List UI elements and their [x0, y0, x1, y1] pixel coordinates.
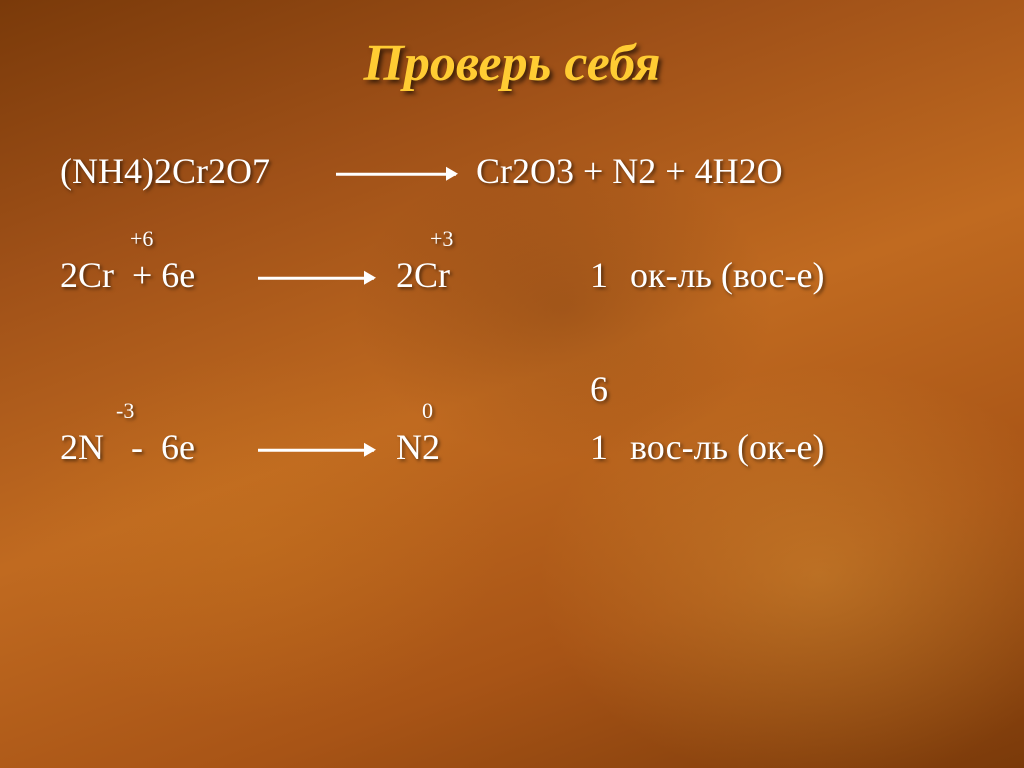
coefficient-row — [60, 328, 964, 388]
arrow-icon — [258, 449, 374, 452]
arrow-icon — [258, 277, 374, 280]
hr2-count: 1 — [590, 426, 608, 468]
arrow-icon — [336, 173, 456, 176]
hr2-right: N2 — [396, 426, 440, 468]
charges-row-2: -3 0 — [60, 398, 964, 426]
eq1-lhs: (NH4)2Cr2O7 — [60, 150, 270, 192]
hr1-left: 2Cr + 6e — [60, 254, 195, 296]
hr2-role: вос-ль (ок-е) — [630, 426, 824, 468]
equation-line: (NH4)2Cr2O7 Cr2O3 + N2 + 4H2O — [60, 150, 964, 198]
charge: +6 — [130, 226, 153, 252]
hr1-count: 1 — [590, 254, 608, 296]
half-reaction-2: 2N - 6e N2 1 вос-ль (ок-е) — [60, 426, 964, 474]
charges-row-1: +6 +3 — [60, 226, 964, 254]
hr2-left: 2N - 6e — [60, 426, 195, 468]
half-reaction-1: 2Cr + 6e 2Cr 1 ок-ль (вос-е) — [60, 254, 964, 302]
slide: Проверь себя (NH4)2Cr2O7 Cr2O3 + N2 + 4H… — [0, 0, 1024, 768]
coefficient-six: 6 — [590, 368, 608, 410]
charge: -3 — [116, 398, 134, 424]
charge: 0 — [422, 398, 433, 424]
charge: +3 — [430, 226, 453, 252]
hr1-role: ок-ль (вос-е) — [630, 254, 824, 296]
slide-title: Проверь себя — [0, 34, 1024, 93]
slide-content: (NH4)2Cr2O7 Cr2O3 + N2 + 4H2O +6 +3 2Cr … — [60, 150, 964, 500]
eq1-rhs: Cr2O3 + N2 + 4H2O — [476, 150, 783, 192]
hr1-right: 2Cr — [396, 254, 450, 296]
